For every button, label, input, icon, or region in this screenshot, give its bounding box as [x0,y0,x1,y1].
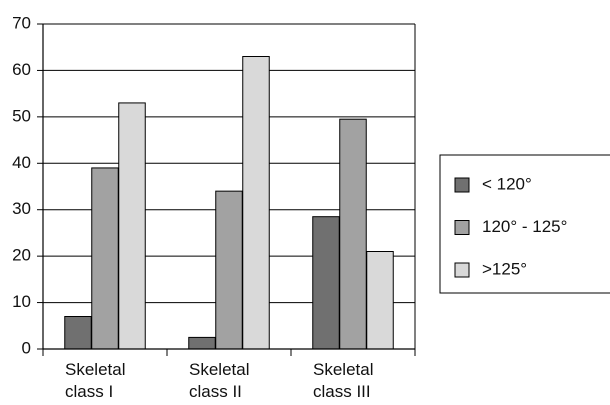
x-tick-label-line: Skeletal [313,360,378,379]
x-tick-label-line: class III [313,382,371,401]
legend-swatch [454,177,470,193]
legend-label: >125° [482,259,527,278]
bar [339,118,367,350]
x-tick-label-line: class II [189,382,242,401]
bar [188,336,216,350]
bar [242,56,270,350]
y-tick-label: 20 [12,246,31,265]
bar [215,190,243,350]
legend-label: 120° - 125° [482,217,567,236]
bar [366,251,394,350]
y-tick-label: 70 [12,13,31,32]
y-tick-label: 50 [12,106,31,125]
bar [118,102,146,350]
y-tick-label: 60 [12,60,31,79]
y-tick-label: 30 [12,199,31,218]
y-tick-label: 10 [12,292,31,311]
bar [64,316,92,350]
legend-label: < 120° [482,174,532,193]
y-tick-label: 0 [22,338,31,357]
x-tick-label: Skeletal class II [189,360,254,401]
x-tick-label-line: class I [65,382,113,401]
x-tick-label: Skeletal class I [65,360,130,401]
legend-swatch [454,220,470,235]
x-tick-label-line: Skeletal [189,360,254,379]
bar [312,216,340,350]
x-tick-label-line: Skeletal [65,360,130,379]
x-tick-label: Skeletal class III [313,360,378,401]
bar [91,167,119,350]
legend-swatch [454,262,470,278]
y-tick-label: 40 [12,153,31,172]
